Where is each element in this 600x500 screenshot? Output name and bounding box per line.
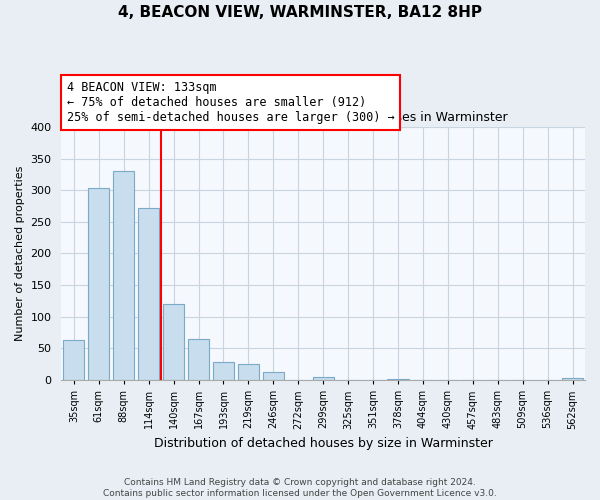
Bar [313,377,334,380]
Bar [113,171,134,380]
X-axis label: Distribution of detached houses by size in Warminster: Distribution of detached houses by size … [154,437,493,450]
Bar [188,339,209,380]
Bar [263,372,284,380]
Y-axis label: Number of detached properties: Number of detached properties [15,166,25,341]
Bar [63,340,85,380]
Bar [163,304,184,380]
Bar [213,362,234,380]
Bar [88,188,109,380]
Bar [138,208,159,380]
Text: 4 BEACON VIEW: 133sqm
← 75% of detached houses are smaller (912)
25% of semi-det: 4 BEACON VIEW: 133sqm ← 75% of detached … [67,82,394,124]
Bar [562,378,583,380]
Title: Size of property relative to detached houses in Warminster: Size of property relative to detached ho… [139,112,508,124]
Bar [238,364,259,380]
Text: 4, BEACON VIEW, WARMINSTER, BA12 8HP: 4, BEACON VIEW, WARMINSTER, BA12 8HP [118,5,482,20]
Text: Contains HM Land Registry data © Crown copyright and database right 2024.
Contai: Contains HM Land Registry data © Crown c… [103,478,497,498]
Bar [388,379,409,380]
